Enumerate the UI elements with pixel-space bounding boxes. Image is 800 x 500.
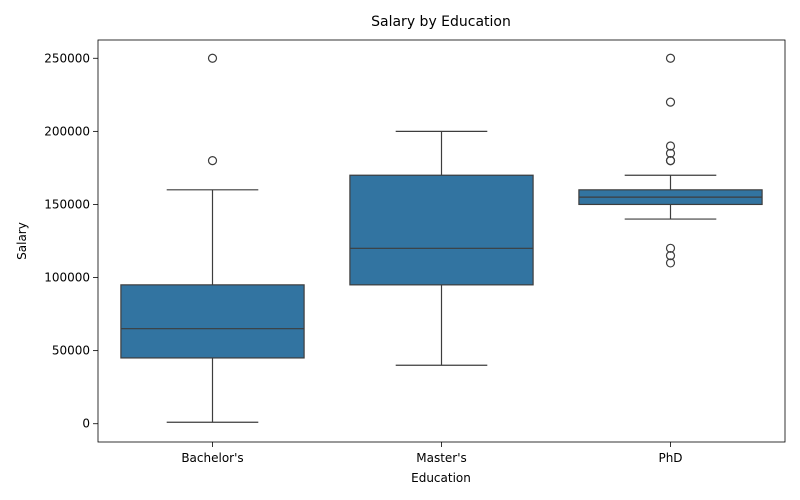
x-tick-label: Master's [416,451,467,465]
y-tick-label: 50000 [52,344,90,358]
y-tick-label: 100000 [44,271,90,285]
outlier-point [665,148,676,158]
x-tick-label: PhD [658,451,682,465]
outlier-point [665,251,676,261]
box-group-master-s [349,130,534,366]
y-tick-label: 150000 [44,197,90,211]
axes: 0 50000 100000 150000 200000 250000 Bachelor's… [44,51,682,465]
y-axis-label: Salary [15,222,29,260]
outlier-point [207,156,218,166]
iqr-box [349,174,534,286]
x-tick-label: Bachelor's [181,451,243,465]
outlier-point [665,258,676,268]
y-tick-label: 0 [82,417,90,431]
outlier-point [665,53,676,63]
outlier-point [665,243,676,253]
outlier-point [665,97,676,107]
iqr-box [120,284,305,359]
box-group-bachelor-s [120,53,305,423]
y-tick-label: 200000 [44,124,90,138]
x-axis-label: Education [411,471,471,485]
plot-area [120,53,763,423]
box-group-phd [578,53,763,268]
y-tick-label: 250000 [44,51,90,65]
outlier-point [665,141,676,151]
outlier-point [665,156,676,166]
outlier-point [207,53,218,63]
chart-title: Salary by Education [371,14,511,30]
